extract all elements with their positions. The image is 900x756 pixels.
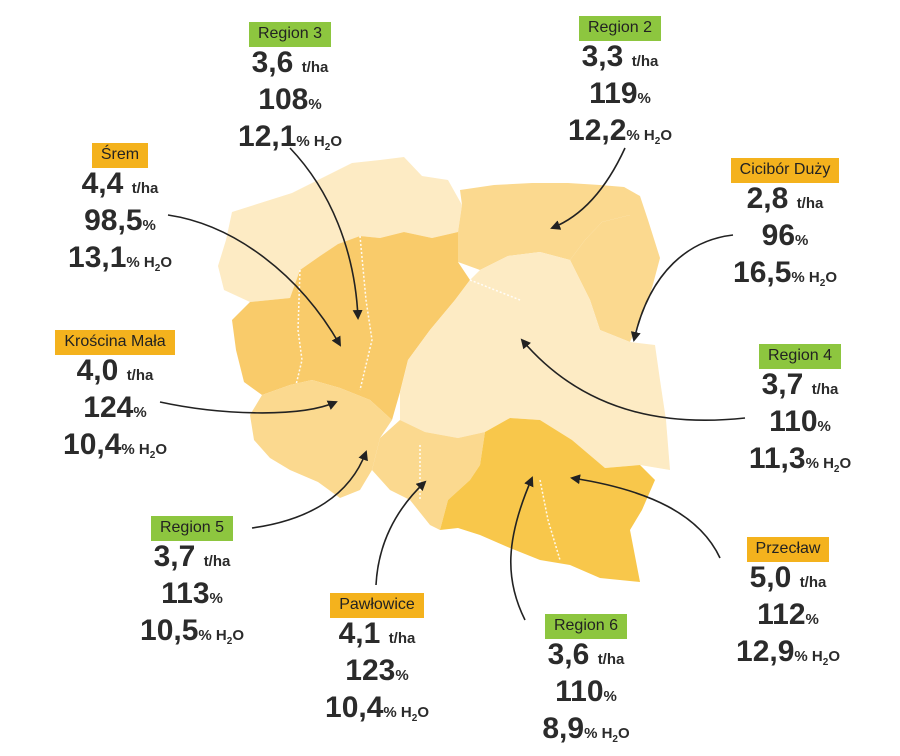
location-tag: Śrem	[91, 143, 149, 168]
arrow-kroscina	[159, 400, 338, 414]
location-tag: Region 4	[758, 344, 842, 369]
yield-value: 5,0 t/ha	[749, 561, 827, 594]
yield-value: 3,7 t/ha	[761, 368, 839, 401]
location-tag: Region 6	[544, 614, 628, 639]
arrow-pawlowice	[375, 480, 427, 586]
callout-region-3: Region 3 3,6 t/ha 108% 12,1% H2O	[190, 22, 390, 164]
callout-region-2: Region 2 3,3 t/ha 119% 12,2% H2O	[520, 16, 720, 158]
moisture-value: 8,9% H2O	[542, 712, 630, 746]
location-tag: Region 3	[248, 22, 332, 47]
arrow-region-2	[550, 147, 626, 230]
moisture-value: 10,4% H2O	[63, 428, 167, 462]
moisture-value: 16,5% H2O	[733, 256, 837, 290]
yield-value: 2,8 t/ha	[746, 182, 824, 215]
callout-cicibor-duzy: Cicibór Duży 2,8 t/ha 96% 16,5% H2O	[685, 158, 885, 300]
arrow-przeclaw	[570, 474, 721, 559]
region-2-area	[458, 183, 635, 270]
arrow-region-6	[509, 476, 534, 621]
arrow-region-5	[251, 450, 368, 529]
percent-value: 113%	[161, 577, 223, 610]
region-6-area	[440, 418, 655, 582]
percent-value: 112%	[757, 598, 819, 631]
percent-value: 119%	[589, 77, 651, 110]
moisture-value: 12,2% H2O	[568, 114, 672, 148]
yield-value: 3,6 t/ha	[251, 46, 329, 79]
moisture-value: 12,9% H2O	[736, 635, 840, 669]
yield-value: 4,0 t/ha	[76, 354, 154, 387]
callout-pawlowice: Pawłowice 4,1 t/ha 123% 10,4% H2O	[277, 593, 477, 735]
percent-value: 98,5%	[84, 204, 156, 237]
yield-value: 3,6 t/ha	[547, 638, 625, 671]
east-strip-area	[570, 187, 660, 342]
region-4-area	[400, 252, 670, 470]
location-tag: Krościna Mała	[55, 330, 175, 355]
moisture-value: 11,3% H2O	[748, 442, 852, 476]
arrow-region-3	[289, 147, 363, 320]
arrow-cicibor	[630, 234, 734, 342]
location-tag: Region 5	[150, 516, 234, 541]
moisture-value: 10,4% H2O	[325, 691, 429, 725]
percent-value: 110%	[555, 675, 617, 708]
callout-srem: Śrem 4,4 t/ha 98,5% 13,1% H2O	[20, 143, 220, 285]
arrow-srem	[167, 214, 341, 347]
moisture-value: 10,5% H2O	[140, 614, 244, 648]
percent-value: 110%	[769, 405, 831, 438]
location-tag: Pawłowice	[330, 593, 424, 618]
callout-region-5: Region 5 3,7 t/ha 113% 10,5% H2O	[92, 516, 292, 658]
yield-value: 4,1 t/ha	[338, 617, 416, 650]
location-tag: Cicibór Duży	[730, 158, 840, 183]
pawlowice-area	[372, 420, 485, 530]
callout-region-4: Region 4 3,7 t/ha 110% 11,3% H2O	[700, 344, 900, 486]
callout-region-6: Region 6 3,6 t/ha 110% 8,9% H2O	[486, 614, 686, 756]
arrow-region-4	[520, 338, 746, 422]
callout-kroscina-mala: Krościna Mała 4,0 t/ha 124% 10,4% H2O	[15, 330, 215, 472]
srem-area	[232, 232, 470, 420]
percent-value: 124%	[83, 391, 147, 424]
moisture-value: 12,1% H2O	[238, 120, 342, 154]
callout-przeclaw: Przecław 5,0 t/ha 112% 12,9% H2O	[688, 537, 888, 679]
moisture-value: 13,1% H2O	[68, 241, 172, 275]
location-tag: Region 2	[578, 16, 662, 41]
kroscina-area	[250, 380, 392, 498]
percent-value: 108%	[258, 83, 322, 116]
yield-value: 4,4 t/ha	[81, 167, 159, 200]
yield-value: 3,7 t/ha	[153, 540, 231, 573]
percent-value: 123%	[345, 654, 409, 687]
percent-value: 96%	[761, 219, 809, 252]
location-tag: Przecław	[746, 537, 830, 562]
yield-value: 3,3 t/ha	[581, 40, 659, 73]
